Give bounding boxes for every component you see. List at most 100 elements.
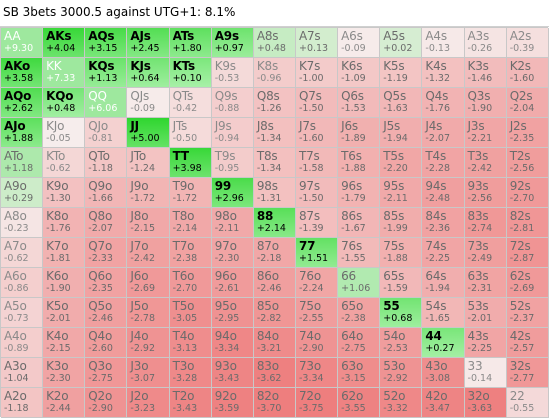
hand-cell[interactable]: KQs +1.13 [85, 58, 128, 88]
hand-cell[interactable]: 65s -1.59 [380, 268, 423, 298]
hand-cell[interactable]: K4s -1.32 [422, 58, 465, 88]
hand-cell[interactable]: Q3o -2.75 [85, 358, 128, 388]
hand-cell[interactable]: T6s -1.88 [338, 148, 381, 178]
hand-cell[interactable]: 92o -3.59 [211, 388, 254, 418]
hand-cell[interactable]: 54s -1.65 [422, 298, 465, 328]
hand-cell[interactable]: J4o -2.92 [127, 328, 170, 358]
hand-cell[interactable]: J8s -1.34 [253, 118, 296, 148]
hand-cell[interactable]: K6s -1.09 [338, 58, 381, 88]
hand-cell[interactable]: 64o -2.75 [338, 328, 381, 358]
hand-cell[interactable]: T9s -0.95 [211, 148, 254, 178]
hand-cell[interactable]: J6s -1.89 [338, 118, 381, 148]
hand-cell[interactable]: Q3s -1.90 [464, 88, 507, 118]
hand-cell[interactable]: Q6o -2.35 [85, 268, 128, 298]
hand-cell[interactable]: J9o -1.72 [127, 178, 170, 208]
hand-cell[interactable]: T7s -1.58 [295, 148, 339, 178]
hand-cell[interactable]: A5o -0.73 [1, 298, 44, 328]
hand-cell[interactable]: AJs +2.45 [127, 28, 170, 58]
hand-cell[interactable]: Q8o -2.07 [85, 208, 128, 238]
hand-cell[interactable]: AQo +2.62 [1, 88, 44, 118]
hand-cell[interactable]: A7s +0.13 [295, 28, 339, 58]
hand-cell[interactable]: K2o -2.44 [43, 388, 86, 418]
hand-cell[interactable]: T2o -3.43 [169, 388, 212, 418]
hand-cell[interactable]: 98s -1.31 [253, 178, 296, 208]
hand-cell[interactable]: Q7s -1.50 [295, 88, 339, 118]
hand-cell[interactable]: 75s -1.88 [380, 238, 423, 268]
hand-cell[interactable]: T8o -2.14 [169, 208, 212, 238]
hand-cell[interactable]: AKo +3.58 [1, 58, 44, 88]
hand-cell[interactable]: K6o -1.90 [43, 268, 86, 298]
hand-cell[interactable]: JJ +5.00 [127, 118, 170, 148]
hand-cell[interactable]: 93o -3.43 [211, 358, 254, 388]
hand-cell[interactable]: QJo -0.81 [85, 118, 128, 148]
hand-cell[interactable]: ATs +1.80 [169, 28, 212, 58]
hand-cell[interactable]: KTs +0.10 [169, 58, 212, 88]
hand-cell[interactable]: 65o -2.38 [338, 298, 381, 328]
hand-cell[interactable]: KTo -0.62 [43, 148, 86, 178]
hand-cell[interactable]: 52s -2.37 [506, 298, 549, 328]
hand-cell[interactable]: Q7o -2.33 [85, 238, 128, 268]
hand-cell[interactable]: 72s -2.87 [506, 238, 549, 268]
hand-cell[interactable]: 77 +1.51 [295, 238, 339, 268]
hand-cell[interactable]: J8o -2.15 [127, 208, 170, 238]
hand-cell[interactable]: 92s -2.70 [506, 178, 549, 208]
hand-cell[interactable]: T9o -1.72 [169, 178, 212, 208]
hand-cell[interactable]: A6s -0.09 [338, 28, 381, 58]
hand-cell[interactable]: 62s -2.69 [506, 268, 549, 298]
hand-cell[interactable]: 84o -3.21 [253, 328, 296, 358]
hand-cell[interactable]: 33 -0.14 [464, 358, 507, 388]
hand-cell[interactable]: Q5o -2.46 [85, 298, 128, 328]
hand-cell[interactable]: A4o -0.89 [1, 328, 44, 358]
hand-cell[interactable]: 73s -2.49 [464, 238, 507, 268]
hand-cell[interactable]: 96s -1.79 [338, 178, 381, 208]
hand-cell[interactable]: 74o -2.90 [295, 328, 339, 358]
hand-cell[interactable]: T3s -2.42 [464, 148, 507, 178]
hand-cell[interactable]: QTs -0.42 [169, 88, 212, 118]
hand-cell[interactable]: QQ +6.06 [85, 88, 128, 118]
hand-cell[interactable]: J2s -2.35 [506, 118, 549, 148]
hand-cell[interactable]: 55 +0.68 [380, 298, 423, 328]
hand-cell[interactable]: 99 +2.96 [211, 178, 254, 208]
hand-cell[interactable]: J6o -2.69 [127, 268, 170, 298]
hand-cell[interactable]: Q9s -0.88 [211, 88, 254, 118]
hand-cell[interactable]: A2o -1.18 [1, 388, 44, 418]
hand-cell[interactable]: 53o -2.92 [380, 358, 423, 388]
hand-cell[interactable]: 42s -2.57 [506, 328, 549, 358]
hand-cell[interactable]: 86o -2.46 [253, 268, 296, 298]
hand-cell[interactable]: A9o +0.29 [1, 178, 44, 208]
hand-cell[interactable]: 62o -3.55 [338, 388, 381, 418]
hand-cell[interactable]: 53s -2.01 [464, 298, 507, 328]
hand-cell[interactable]: A3o -1.04 [1, 358, 44, 388]
hand-cell[interactable]: 97o -2.30 [211, 238, 254, 268]
hand-cell[interactable]: 76s -1.55 [338, 238, 381, 268]
hand-cell[interactable]: K9s -0.53 [211, 58, 254, 88]
hand-cell[interactable]: 85s -1.99 [380, 208, 423, 238]
hand-cell[interactable]: QJs -0.09 [127, 88, 170, 118]
hand-cell[interactable]: 82o -3.70 [253, 388, 296, 418]
hand-cell[interactable]: AQs +3.15 [85, 28, 128, 58]
hand-cell[interactable]: 43o -3.08 [422, 358, 465, 388]
hand-cell[interactable]: Q2o -2.90 [85, 388, 128, 418]
hand-cell[interactable]: 82s -2.81 [506, 208, 549, 238]
hand-cell[interactable]: 43s -2.25 [464, 328, 507, 358]
hand-cell[interactable]: K8s -0.96 [253, 58, 296, 88]
hand-cell[interactable]: KJo -0.05 [43, 118, 86, 148]
hand-cell[interactable]: 42o -3.47 [422, 388, 465, 418]
hand-cell[interactable]: A6o -0.86 [1, 268, 44, 298]
hand-cell[interactable]: J3s -2.21 [464, 118, 507, 148]
hand-cell[interactable]: K5o -2.01 [43, 298, 86, 328]
hand-cell[interactable]: 54o -2.53 [380, 328, 423, 358]
hand-cell[interactable]: 95s -2.11 [380, 178, 423, 208]
hand-cell[interactable]: Q4o -2.60 [85, 328, 128, 358]
hand-cell[interactable]: 44 +0.27 [422, 328, 465, 358]
hand-cell[interactable]: 84s -2.36 [422, 208, 465, 238]
hand-cell[interactable]: TT +3.98 [169, 148, 212, 178]
hand-cell[interactable]: A8o -0.23 [1, 208, 44, 238]
hand-cell[interactable]: A9s +0.97 [211, 28, 254, 58]
hand-cell[interactable]: K3s -1.46 [464, 58, 507, 88]
hand-cell[interactable]: 52o -3.32 [380, 388, 423, 418]
hand-cell[interactable]: Q4s -1.76 [422, 88, 465, 118]
hand-cell[interactable]: A4s -0.13 [422, 28, 465, 58]
hand-cell[interactable]: JTo -1.24 [127, 148, 170, 178]
hand-cell[interactable]: A5s +0.02 [380, 28, 423, 58]
